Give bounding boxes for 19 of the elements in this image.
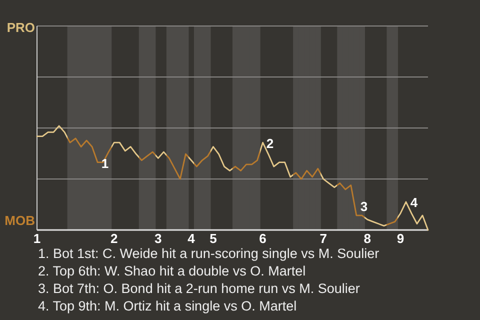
text: 2. Top 6th: W. Shao hit a double vs O. Martel [38, 264, 306, 278]
x-tick-label: 3 [154, 231, 162, 246]
x-tick-label: 4 [188, 231, 196, 246]
x-tick-label: 2 [110, 231, 118, 246]
text: 1. Bot 1st: C. Weide hit a run-scoring single vs M. Soulier [38, 246, 380, 261]
x-tick-label: 5 [210, 231, 217, 246]
annotation: 4 [410, 195, 418, 210]
x-tick-label: 6 [259, 231, 266, 246]
annotation: 2 [266, 136, 274, 151]
text: 3. Bot 7th: O. Bond hit a 2-run home run vs M. Soulier [38, 281, 360, 296]
text: PRO [6, 20, 35, 35]
text: 4. Top 9th: M. Ortiz hit a single vs O. Martel [38, 298, 297, 314]
x-tick-label: 7 [320, 231, 327, 246]
x-tick-label: 9 [396, 231, 404, 246]
x-tick-label: 8 [364, 231, 372, 246]
x-tick-label: 1 [33, 231, 41, 246]
annotation: 1 [101, 156, 109, 171]
annotation: 3 [360, 199, 368, 214]
text: MOB [4, 213, 35, 228]
